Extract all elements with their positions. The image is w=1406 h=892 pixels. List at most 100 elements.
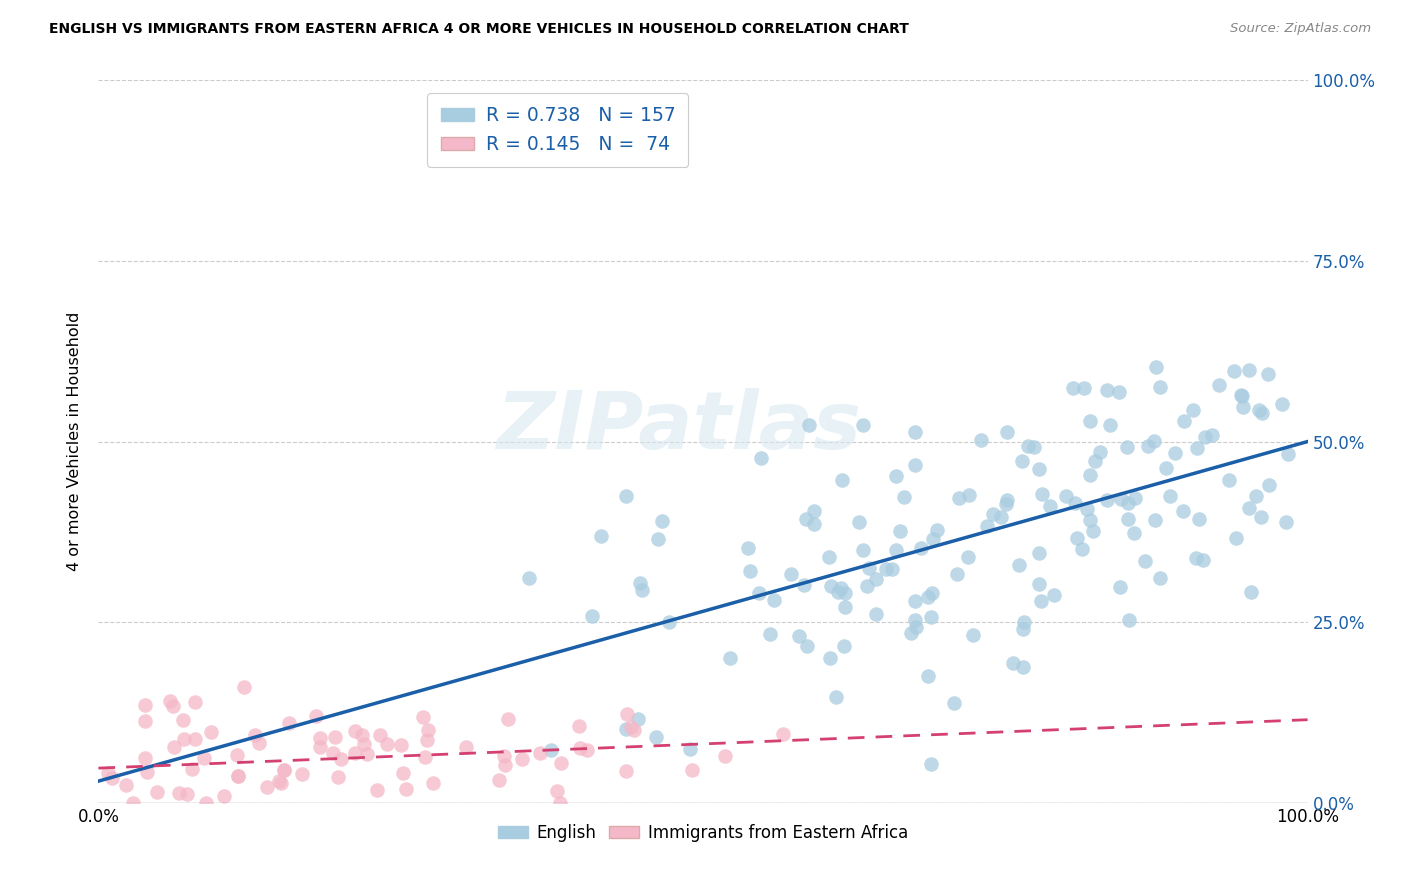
Point: [749, 450, 772, 465]
Point: [350, 728, 373, 742]
Point: [1062, 380, 1084, 394]
Point: [852, 543, 875, 558]
Point: [830, 581, 852, 595]
Point: [329, 751, 352, 765]
Point: [1230, 388, 1253, 402]
Text: ENGLISH VS IMMIGRANTS FROM EASTERN AFRICA 4 OR MORE VEHICLES IN HOUSEHOLD CORREL: ENGLISH VS IMMIGRANTS FROM EASTERN AFRIC…: [49, 22, 910, 37]
Point: [1011, 454, 1033, 468]
Point: [1143, 434, 1166, 449]
Point: [1258, 478, 1281, 492]
Point: [413, 750, 436, 764]
Point: [1240, 585, 1263, 599]
Point: [1008, 558, 1031, 572]
Point: [1028, 461, 1050, 475]
Point: [356, 747, 378, 762]
Point: [115, 778, 138, 792]
Point: [1031, 487, 1053, 501]
Point: [917, 669, 939, 683]
Point: [134, 698, 156, 713]
Point: [1250, 510, 1272, 524]
Point: [995, 493, 1018, 508]
Point: [366, 782, 388, 797]
Point: [904, 613, 927, 627]
Point: [575, 743, 598, 757]
Point: [581, 609, 603, 624]
Point: [927, 523, 949, 537]
Point: [176, 787, 198, 801]
Point: [1017, 439, 1039, 453]
Y-axis label: 4 or more Vehicles in Household: 4 or more Vehicles in Household: [67, 312, 83, 571]
Point: [122, 796, 145, 810]
Point: [614, 764, 637, 778]
Point: [957, 550, 980, 565]
Point: [1225, 531, 1247, 545]
Point: [100, 772, 122, 786]
Point: [249, 736, 271, 750]
Point: [620, 720, 643, 734]
Point: [969, 433, 991, 447]
Point: [416, 723, 439, 737]
Point: [308, 739, 330, 754]
Point: [496, 712, 519, 726]
Point: [1109, 492, 1132, 507]
Point: [976, 519, 998, 533]
Point: [184, 732, 207, 747]
Point: [740, 564, 762, 578]
Point: [548, 796, 571, 810]
Point: [794, 512, 817, 526]
Point: [1109, 580, 1132, 594]
Point: [1116, 440, 1139, 454]
Point: [748, 585, 770, 599]
Point: [1022, 440, 1045, 454]
Point: [193, 751, 215, 765]
Point: [797, 418, 820, 433]
Point: [1275, 515, 1298, 529]
Point: [1002, 656, 1025, 670]
Point: [1116, 496, 1139, 510]
Point: [291, 766, 314, 780]
Point: [1246, 489, 1268, 503]
Point: [946, 566, 969, 581]
Point: [245, 728, 267, 742]
Point: [1116, 512, 1139, 526]
Point: [651, 515, 673, 529]
Legend: English, Immigrants from Eastern Africa: English, Immigrants from Eastern Africa: [491, 817, 915, 848]
Point: [494, 758, 516, 772]
Point: [162, 699, 184, 714]
Point: [1095, 492, 1118, 507]
Point: [323, 730, 346, 744]
Point: [1154, 460, 1177, 475]
Point: [1080, 467, 1102, 482]
Point: [1164, 446, 1187, 460]
Point: [921, 586, 943, 600]
Point: [1218, 473, 1240, 487]
Point: [910, 541, 932, 556]
Point: [865, 607, 887, 621]
Point: [614, 722, 637, 736]
Point: [957, 488, 980, 502]
Point: [1136, 439, 1159, 453]
Point: [831, 473, 853, 487]
Point: [226, 769, 249, 783]
Point: [1088, 445, 1111, 459]
Point: [948, 491, 970, 505]
Point: [1054, 489, 1077, 503]
Point: [803, 517, 825, 532]
Point: [917, 590, 939, 604]
Point: [1230, 388, 1253, 402]
Point: [212, 789, 235, 803]
Point: [353, 737, 375, 751]
Point: [273, 763, 295, 777]
Point: [270, 776, 292, 790]
Point: [134, 714, 156, 728]
Point: [884, 542, 907, 557]
Point: [1201, 428, 1223, 442]
Point: [1257, 368, 1279, 382]
Point: [256, 780, 278, 794]
Point: [344, 723, 367, 738]
Point: [1173, 414, 1195, 428]
Point: [990, 510, 1012, 524]
Point: [1122, 526, 1144, 541]
Point: [681, 763, 703, 777]
Point: [1149, 571, 1171, 585]
